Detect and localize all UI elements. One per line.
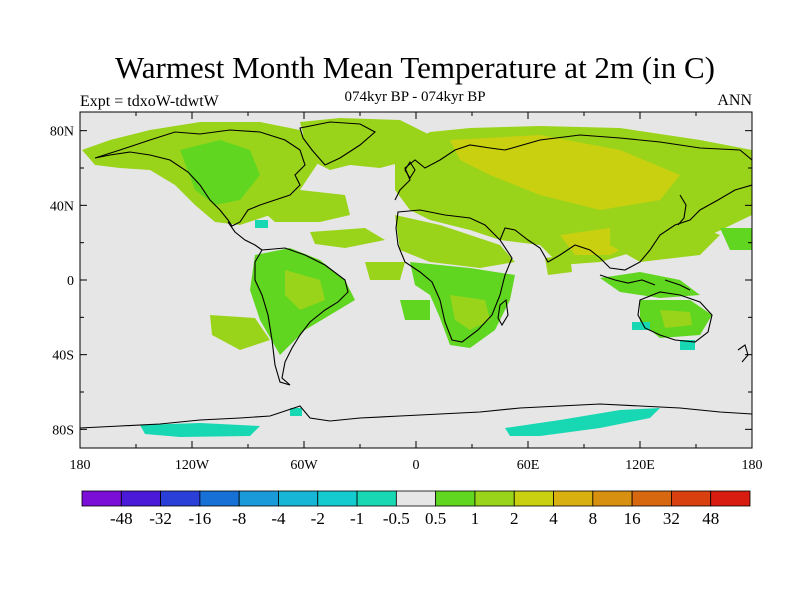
- field-north-atlantic: [250, 190, 350, 222]
- field-south-atlantic: [400, 300, 430, 320]
- x-tick-label: 120W: [175, 458, 210, 473]
- field-antarctica-west: [140, 423, 260, 437]
- colorbar-label: -48: [110, 509, 133, 528]
- coastline-europe: [394, 144, 506, 201]
- field-cool-patch-1: [255, 220, 268, 228]
- map-title: Warmest Month Mean Temperature at 2m (in…: [115, 50, 715, 85]
- colorbar-label: 0.5: [425, 509, 446, 528]
- x-tick-label: 0: [413, 458, 420, 473]
- y-tick-label: 40N: [50, 199, 74, 214]
- coastline-central-america: [227, 221, 263, 251]
- colorbar-label: -16: [189, 509, 212, 528]
- y-tick-label: 0: [67, 274, 74, 289]
- colorbar-label: 2: [510, 509, 519, 528]
- colorbar-label: 1: [471, 509, 480, 528]
- field-australia-warm: [660, 310, 692, 328]
- colorbar-swatch: [317, 490, 358, 507]
- coastline-south-america: [254, 247, 349, 386]
- experiment-label: Expt = tdxoW-tdwtW: [80, 93, 219, 110]
- colorbar-swatch: [81, 490, 122, 507]
- coastline-antarctica: [80, 403, 752, 429]
- colorbar-label: 4: [549, 509, 558, 528]
- coastline-australia: [637, 291, 713, 343]
- x-tick-label: 180: [70, 458, 91, 473]
- map-subtitle: 074kyr BP - 074kyr BP: [344, 89, 486, 105]
- colorbar-swatch: [710, 490, 751, 507]
- coastline-indonesia: [599, 274, 691, 291]
- colorbar-label: -1: [350, 509, 364, 528]
- field-cool-patch-3: [680, 340, 695, 350]
- colorbar-swatch: [238, 490, 279, 507]
- anomaly-field: [82, 118, 752, 437]
- coastline-new-zealand: [737, 344, 749, 363]
- season-label: ANN: [717, 92, 752, 109]
- coastlines: [80, 121, 752, 429]
- coastline-greenland: [299, 121, 376, 166]
- colorbar: -48 -32 -16 -8 -4 -2 -1 -0.5 0.5 1 2 4 8 16 32 48: [81, 490, 751, 528]
- coastline-asia: [499, 134, 752, 271]
- field-africa-warm: [450, 295, 490, 330]
- colorbar-swatch: [120, 490, 161, 507]
- colorbar-swatch: [278, 490, 319, 507]
- coastline-madagascar: [497, 298, 509, 327]
- field-tropical-atlantic: [310, 228, 385, 248]
- map-axes: 180 120W 60W 0 60E 120E 180 80N 40N 0 40S 80S: [50, 112, 763, 473]
- colorbar-label: 8: [589, 509, 598, 528]
- coastline-uk: [404, 160, 416, 180]
- field-maritime: [600, 272, 700, 298]
- coastline-north-america: [94, 129, 306, 227]
- colorbar-label: -0.5: [383, 509, 410, 528]
- colorbar-swatch: [160, 490, 201, 507]
- field-tropical-pacific: [545, 255, 572, 275]
- colorbar-label: 32: [663, 509, 680, 528]
- x-tick-label: 60E: [517, 458, 540, 473]
- coastline-africa: [395, 209, 513, 343]
- y-tick-label: 80N: [50, 125, 74, 140]
- coastline-japan: [677, 194, 687, 226]
- y-tick-label: 80S: [52, 423, 74, 438]
- colorbar-swatch: [631, 490, 672, 507]
- colorbar-swatch: [395, 490, 437, 507]
- field-north-africa: [395, 215, 515, 268]
- colorbar-swatch: [592, 490, 633, 507]
- field-antarctica-east: [505, 408, 660, 436]
- colorbar-label: 16: [624, 509, 641, 528]
- field-south-america-warm: [285, 270, 325, 310]
- colorbar-swatch: [553, 490, 594, 507]
- x-tick-label: 120E: [625, 458, 655, 473]
- colorbar-swatch: [671, 490, 712, 507]
- colorbar-label: -32: [149, 509, 172, 528]
- field-north-america-core: [180, 140, 260, 205]
- colorbar-label: -8: [232, 509, 246, 528]
- field-eurasia-warm: [450, 135, 680, 210]
- field-south-pacific: [210, 315, 270, 350]
- colorbar-swatch: [356, 490, 397, 507]
- colorbar-swatch: [199, 490, 240, 507]
- colorbar-label: -2: [311, 509, 325, 528]
- colorbar-label: -4: [271, 509, 286, 528]
- colorbar-swatch: [513, 490, 554, 507]
- field-cool-patch-4: [290, 408, 302, 416]
- field-east-pacific: [720, 228, 752, 250]
- colorbar-swatch: [474, 490, 515, 507]
- colorbar-swatch: [435, 490, 476, 507]
- x-tick-label: 60W: [290, 458, 318, 473]
- field-north-pacific: [610, 215, 720, 262]
- colorbar-label: 48: [702, 509, 719, 528]
- field-equatorial-atlantic: [365, 262, 405, 280]
- x-tick-label: 180: [742, 458, 763, 473]
- y-tick-label: 40S: [52, 349, 74, 364]
